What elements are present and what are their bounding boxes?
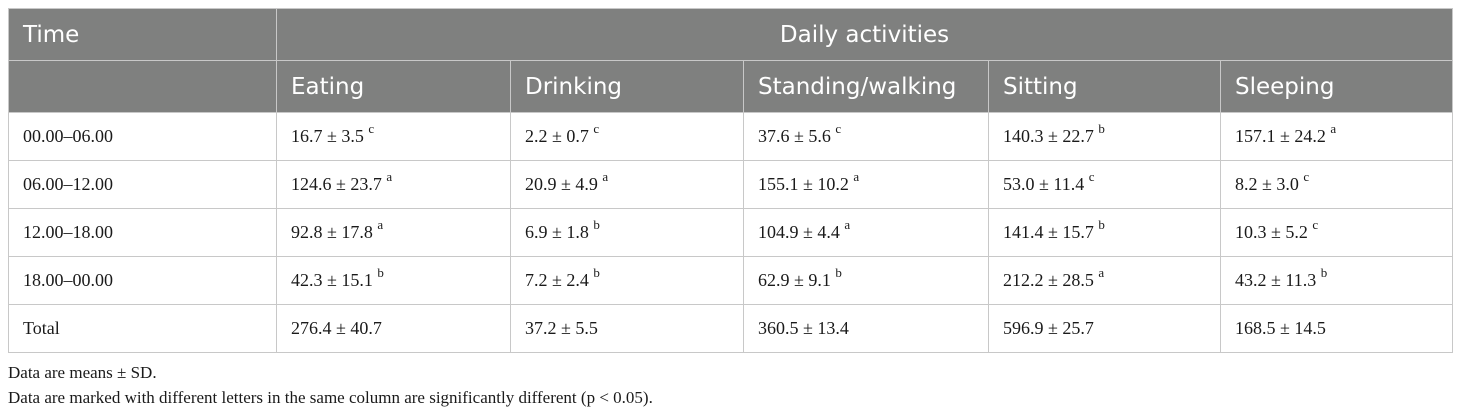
value-text: 124.6 ± 23.7: [291, 174, 382, 194]
significance-letter: c: [368, 121, 375, 136]
significance-letter: a: [853, 169, 860, 184]
value-text: 8.2 ± 3.0: [1235, 174, 1299, 194]
value-text: 16.7 ± 3.5: [291, 126, 364, 146]
value-text: 155.1 ± 10.2: [758, 174, 849, 194]
footnote-significance: Data are marked with different letters i…: [8, 388, 653, 407]
value-cell: 124.6 ± 23.7 a: [276, 160, 511, 209]
significance-letter: b: [593, 265, 600, 280]
value-cell: 42.3 ± 15.1 b: [276, 256, 511, 305]
significance-letter: c: [835, 121, 842, 136]
significance-letter: b: [377, 265, 384, 280]
time-cell: 12.00–18.00: [8, 208, 277, 257]
data-table-container: Time Daily activities Eating Drinking St…: [8, 8, 1454, 353]
daily-activities-table: Time Daily activities Eating Drinking St…: [8, 8, 1454, 353]
significance-letter: b: [835, 265, 842, 280]
value-cell: 596.9 ± 25.7: [988, 304, 1221, 353]
value-cell: 20.9 ± 4.9 a: [510, 160, 744, 209]
value-text: 20.9 ± 4.9: [525, 174, 598, 194]
significance-letter: a: [377, 217, 384, 232]
column-header-eating: Eating: [276, 60, 511, 113]
value-cell: 53.0 ± 11.4 c: [988, 160, 1221, 209]
value-text: 212.2 ± 28.5: [1003, 270, 1094, 290]
value-text: 10.3 ± 5.2: [1235, 222, 1308, 242]
value-cell: 6.9 ± 1.8 b: [510, 208, 744, 257]
significance-letter: b: [1320, 265, 1328, 280]
value-cell: 141.4 ± 15.7 b: [988, 208, 1221, 257]
value-cell: 7.2 ± 2.4 b: [510, 256, 744, 305]
value-text: 6.9 ± 1.8: [525, 222, 589, 242]
significance-letter: c: [1088, 169, 1095, 184]
value-text: 42.3 ± 15.1: [291, 270, 373, 290]
value-cell: 2.2 ± 0.7 c: [510, 112, 744, 161]
significance-letter: b: [1098, 217, 1105, 232]
value-cell: 155.1 ± 10.2 a: [743, 160, 989, 209]
value-text: 43.2 ± 11.3: [1235, 270, 1317, 290]
value-text: 104.9 ± 4.4: [758, 222, 840, 242]
column-header-sitting: Sitting: [988, 60, 1221, 113]
time-header: Time: [8, 8, 277, 61]
value-cell: 92.8 ± 17.8 a: [276, 208, 511, 257]
value-cell: 212.2 ± 28.5 a: [988, 256, 1221, 305]
daily-activities-header: Daily activities: [275, 8, 1454, 61]
significance-letter: a: [1098, 265, 1105, 280]
table-row: 18.00–00.00 42.3 ± 15.1 b 7.2 ± 2.4 b 62…: [8, 256, 1454, 305]
value-text: 92.8 ± 17.8: [291, 222, 373, 242]
value-cell: 16.7 ± 3.5 c: [276, 112, 511, 161]
column-header-standing-walking: Standing/walking: [743, 60, 989, 113]
value-text: 157.1 ± 24.2: [1235, 126, 1326, 146]
table-footnotes: Data are means ± SD. Data are marked wit…: [8, 360, 653, 410]
significance-letter: b: [593, 217, 600, 232]
significance-letter: b: [1098, 121, 1105, 136]
significance-letter: c: [1303, 169, 1310, 184]
table-row: 12.00–18.00 92.8 ± 17.8 a 6.9 ± 1.8 b 10…: [8, 208, 1454, 257]
table-row: 00.00–06.00 16.7 ± 3.5 c 2.2 ± 0.7 c 37.…: [8, 112, 1454, 161]
value-cell: 62.9 ± 9.1 b: [743, 256, 989, 305]
value-cell: 43.2 ± 11.3 b: [1219, 256, 1454, 305]
value-cell: 8.2 ± 3.0 c: [1219, 160, 1454, 209]
time-cell: 06.00–12.00: [8, 160, 277, 209]
column-header-drinking: Drinking: [510, 60, 744, 113]
value-text: 140.3 ± 22.7: [1003, 126, 1094, 146]
value-text: 2.2 ± 0.7: [525, 126, 589, 146]
significance-letter: c: [1312, 217, 1319, 232]
value-cell: 10.3 ± 5.2 c: [1219, 208, 1454, 257]
value-cell: 276.4 ± 40.7: [276, 304, 511, 353]
value-text: 62.9 ± 9.1: [758, 270, 831, 290]
value-cell: 157.1 ± 24.2 a: [1219, 112, 1454, 161]
value-cell: 104.9 ± 4.4 a: [743, 208, 989, 257]
value-cell: 37.6 ± 5.6 c: [743, 112, 989, 161]
footnote-means: Data are means ± SD.: [8, 363, 157, 382]
significance-letter: a: [386, 169, 393, 184]
time-cell: 00.00–06.00: [8, 112, 277, 161]
significance-letter: a: [602, 169, 609, 184]
significance-letter: c: [593, 121, 600, 136]
column-header-sleeping: Sleeping: [1219, 60, 1454, 113]
time-cell: 18.00–00.00: [8, 256, 277, 305]
time-header-spacer: [8, 60, 277, 113]
value-text: 7.2 ± 2.4: [525, 270, 589, 290]
significance-letter: a: [1330, 121, 1337, 136]
time-cell: Total: [8, 304, 277, 353]
value-cell: 37.2 ± 5.5: [510, 304, 744, 353]
value-text: 37.6 ± 5.6: [758, 126, 831, 146]
table-row-total: Total 276.4 ± 40.7 37.2 ± 5.5 360.5 ± 13…: [8, 304, 1454, 353]
table-row: 06.00–12.00 124.6 ± 23.7 a 20.9 ± 4.9 a …: [8, 160, 1454, 209]
value-cell: 140.3 ± 22.7 b: [988, 112, 1221, 161]
value-cell: 168.5 ± 14.5: [1219, 304, 1454, 353]
value-cell: 360.5 ± 13.4: [743, 304, 989, 353]
significance-letter: a: [844, 217, 851, 232]
value-text: 141.4 ± 15.7: [1003, 222, 1094, 242]
value-text: 53.0 ± 11.4: [1003, 174, 1085, 194]
